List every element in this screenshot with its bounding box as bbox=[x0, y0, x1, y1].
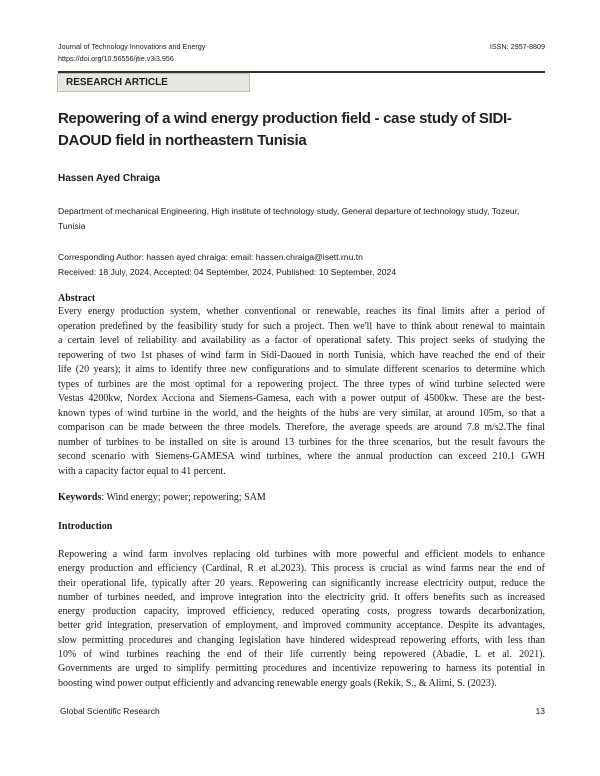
text-line: number of turbines to be installed on si… bbox=[58, 436, 545, 448]
introduction-body: Repowering a wind farm involves replacin… bbox=[58, 548, 545, 691]
author: Hassen Ayed Chraiga bbox=[58, 173, 161, 184]
text-line: energy production capacity, improved eff… bbox=[58, 606, 545, 618]
doi-link[interactable]: https://doi.org/10.56556/jtie.v3i3.956 bbox=[58, 54, 174, 63]
text-line: life (20 years); it aims to identify thr… bbox=[58, 364, 545, 375]
running-header: Journal of Technology Innovations and En… bbox=[58, 41, 545, 65]
text-line: energy production and efficiency (Cardin… bbox=[58, 563, 545, 575]
text-line: better grid integration, preservation of… bbox=[58, 620, 545, 632]
text-line: Every energy production system, whether … bbox=[58, 306, 545, 317]
text-line: a certain level of reliability and avail… bbox=[58, 335, 545, 346]
abstract-heading: Abstract bbox=[58, 293, 96, 304]
journal-info: Journal of Technology Innovations and En… bbox=[58, 41, 205, 65]
keywords-label: Keywords bbox=[58, 492, 102, 503]
text-line: repowering of two 1st phases of wind far… bbox=[58, 349, 545, 361]
introduction-heading: Introduction bbox=[58, 521, 113, 532]
header-rule bbox=[58, 71, 545, 73]
publication-dates: Received: 18 July, 2024, Accepted: 04 Se… bbox=[58, 267, 397, 277]
text-line: boosting wind power output efficiently a… bbox=[58, 677, 497, 689]
text-line: types of turbines are the most optimal f… bbox=[58, 378, 545, 390]
text-line: operation predefined by the feasibility … bbox=[58, 320, 545, 332]
text-line: slow permitting procedures and changing … bbox=[58, 634, 545, 646]
article-type-label: RESEARCH ARTICLE bbox=[57, 73, 250, 92]
corresponding-author: Corresponding Author: hassen ayed chraig… bbox=[58, 252, 363, 262]
text-line: second scenario with Siemens-GAMESA wind… bbox=[58, 451, 545, 462]
text-line: Repowering a wind farm involves replacin… bbox=[58, 549, 545, 560]
text-line: Vestas 4200kw, Nordex Acciona and Siemen… bbox=[58, 393, 545, 404]
abstract-body: Every energy production system, whether … bbox=[58, 305, 545, 479]
page-number: 13 bbox=[535, 705, 545, 716]
text-line: their operational life, typically after … bbox=[58, 577, 545, 589]
text-line: number of turbines needed, and improve i… bbox=[58, 591, 545, 603]
correspondence-block: Corresponding Author: hassen ayed chraig… bbox=[58, 250, 545, 280]
footer-publisher: Global Scientific Research bbox=[60, 705, 160, 716]
keywords: Keywords: Wind energy; power; repowering… bbox=[58, 491, 545, 505]
issn: ISSN: 2957-8809 bbox=[489, 42, 545, 51]
page-footer: Global Scientific Research 13 bbox=[58, 705, 545, 717]
text-line: 10% of wind turbines reaching the end of… bbox=[58, 649, 545, 661]
text-line: known types of wind turbine in the world… bbox=[58, 407, 545, 419]
text-line: Governments are urged to simplify permit… bbox=[58, 663, 545, 675]
keywords-text: : Wind energy; power; repowering; SAM bbox=[101, 492, 266, 503]
affiliation: Department of mechanical Engineering, Hi… bbox=[58, 206, 520, 231]
text-line: comparison can be made between the three… bbox=[58, 422, 545, 433]
text-line: with a capacity factor equal to 41 perce… bbox=[58, 465, 226, 477]
paper-page: Journal of Technology Innovations and En… bbox=[57, 41, 545, 717]
journal-name: Journal of Technology Innovations and En… bbox=[58, 42, 206, 51]
paper-title: Repowering of a wind energy production f… bbox=[58, 110, 512, 149]
